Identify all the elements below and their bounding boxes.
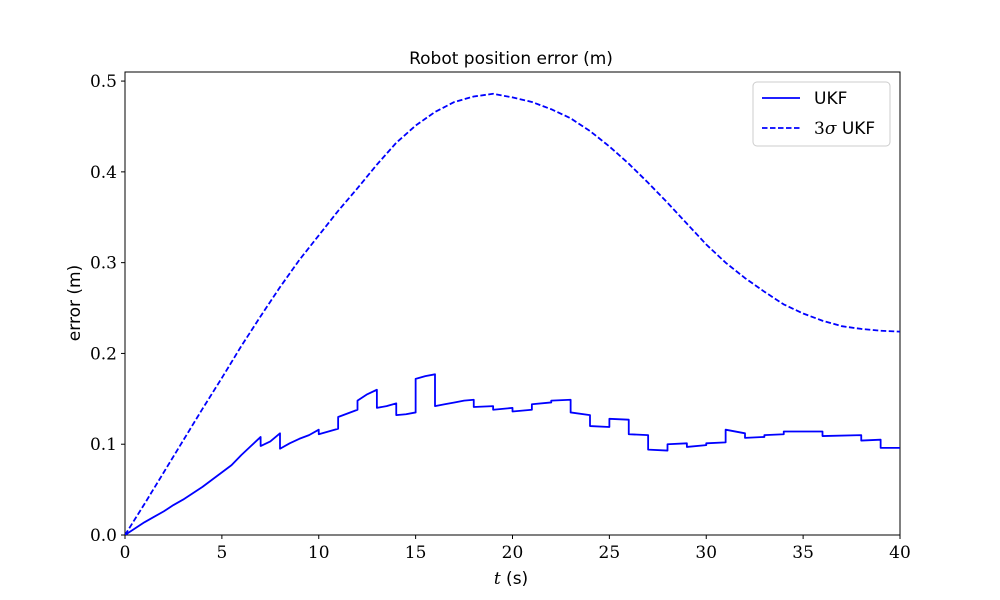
series-line-3sigma-ukf: [125, 92, 900, 535]
x-tick-label: 15: [405, 543, 427, 563]
x-axis-label-var: t: [494, 569, 501, 589]
y-tick-label: 0.1: [90, 435, 117, 455]
y-tick-label: 0.5: [90, 72, 117, 92]
x-axis: 0 5 10 15 20 25 30 35 40: [120, 535, 911, 563]
x-axis-label-unit: (s): [501, 569, 529, 589]
series-line-ukf: [125, 373, 900, 535]
y-tick-label: 0.3: [90, 254, 117, 274]
y-axis-label: error (m): [65, 265, 85, 341]
x-tick-label: 10: [308, 543, 330, 563]
y-tick-label: 0.0: [90, 526, 117, 546]
y-tick-label: 0.2: [90, 344, 117, 364]
x-tick-label: 5: [216, 543, 227, 563]
x-tick-label: 35: [792, 543, 814, 563]
x-tick-label: 20: [502, 543, 524, 563]
series-layer: [125, 92, 900, 535]
chart-title: Robot position error (m): [409, 49, 613, 69]
x-tick-label: 30: [695, 543, 717, 563]
x-tick-label: 40: [889, 543, 911, 563]
legend-label-ukf: UKF: [814, 89, 847, 109]
x-tick-label: 0: [120, 543, 131, 563]
y-tick-label: 0.4: [90, 163, 117, 183]
x-tick-label: 25: [599, 543, 621, 563]
x-axis-label: t (s): [494, 569, 528, 589]
legend-label-3sigma-ukf: 3σ UKF: [814, 119, 875, 139]
legend: UKF 3σ UKF: [752, 81, 891, 147]
y-axis: 0.0 0.1 0.2 0.3 0.4 0.5: [90, 72, 125, 546]
